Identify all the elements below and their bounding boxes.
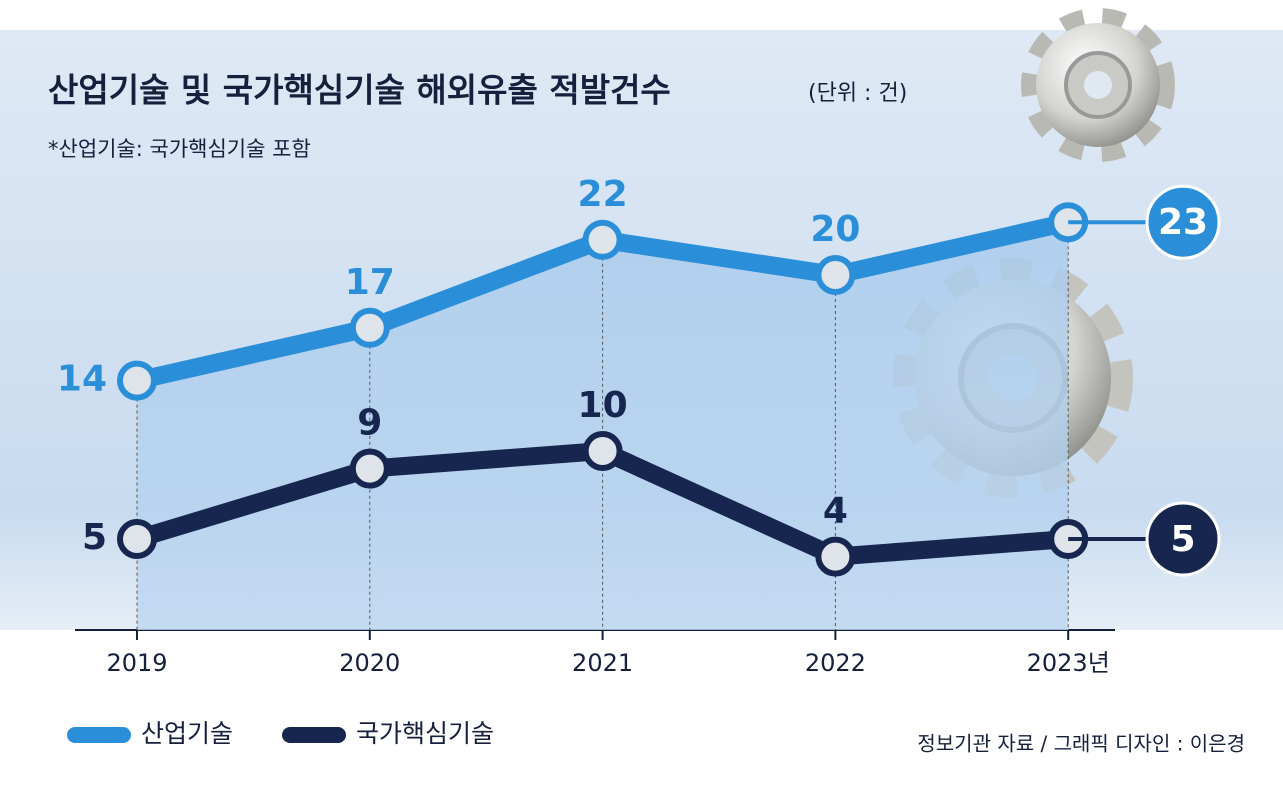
- point-marker: [815, 255, 856, 295]
- gear-small: [1021, 8, 1175, 162]
- point-marker: [349, 307, 390, 348]
- data-label: 22: [578, 174, 628, 215]
- x-tick-label: 2020: [339, 649, 400, 677]
- legend-label: 산업기술: [141, 719, 233, 748]
- point-marker: [815, 536, 856, 577]
- data-label: 5: [82, 517, 107, 558]
- data-label: 4: [823, 491, 848, 532]
- x-tick-label: 2019: [106, 649, 167, 677]
- point-marker: [349, 448, 390, 489]
- source: 정보기관 자료 / 그래픽 디자인 : 이은경: [917, 732, 1245, 756]
- value-bubble: [1145, 501, 1221, 577]
- data-label: 5: [1170, 519, 1195, 560]
- data-label: 14: [57, 359, 107, 400]
- chart-subtitle: *산업기술: 국가핵심기술 포함: [48, 137, 311, 161]
- point-marker: [582, 219, 623, 260]
- data-label: 23: [1158, 202, 1208, 243]
- x-tick-label: 2023년: [1027, 649, 1110, 677]
- point-marker: [582, 431, 623, 471]
- value-bubble: [1145, 184, 1221, 260]
- unit-label: (단위 : 건): [808, 81, 907, 106]
- x-tick-label: 2022: [805, 649, 866, 677]
- point-marker: [117, 360, 157, 401]
- data-label: 9: [357, 403, 382, 444]
- data-label: 20: [810, 209, 860, 250]
- data-label: 10: [578, 385, 628, 426]
- x-tick-label: 2021: [572, 649, 633, 677]
- chart-title: 산업기술 및 국가핵심기술 해외유출 적발건수: [48, 71, 671, 110]
- legend-label: 국가핵심기술: [356, 719, 494, 748]
- plot: 2019 2020 2021 2022 2023년 14 17 22 20 23 산업기술 5 9 10 4…: [57, 174, 1221, 748]
- point-marker: [117, 519, 157, 559]
- footer-bg: [0, 630, 1283, 792]
- data-label: 17: [345, 262, 395, 303]
